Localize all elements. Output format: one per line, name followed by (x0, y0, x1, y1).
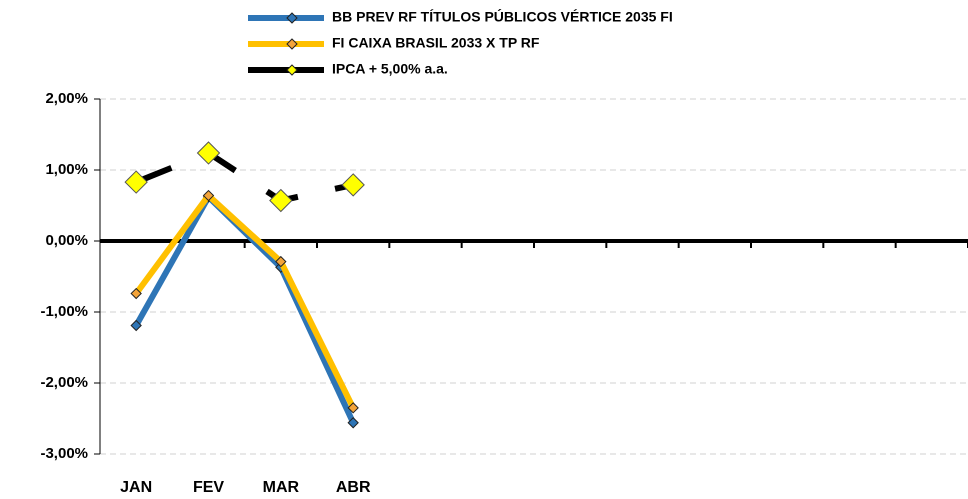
marker (130, 319, 142, 332)
marker (347, 402, 359, 414)
y-tick-label: 0,00% (45, 232, 88, 249)
legend-marker (286, 38, 298, 50)
marker (341, 173, 365, 197)
y-tick-label: 2,00% (45, 90, 88, 107)
y-tick-label: -3,00% (40, 445, 88, 462)
legend-label: IPCA + 5,00% a.a. (332, 61, 448, 77)
y-tick-label: 1,00% (45, 161, 88, 178)
legend-marker (286, 64, 298, 76)
series-line (133, 192, 356, 410)
x-tick-label: MAR (263, 479, 300, 496)
marker (130, 287, 142, 300)
marker (196, 141, 221, 165)
x-tick-label: ABR (336, 479, 371, 496)
series-line (135, 149, 354, 204)
y-tick-label: -2,00% (40, 374, 88, 391)
y-tick-label: -1,00% (40, 303, 88, 320)
marker (124, 170, 148, 194)
x-tick-label: JAN (120, 479, 152, 496)
marker (347, 417, 359, 429)
marker (202, 189, 215, 202)
legend-label: BB PREV RF TÍTULOS PÚBLICOS VÉRTICE 2035… (332, 8, 673, 25)
legend-marker (286, 12, 298, 24)
marker (269, 188, 293, 213)
x-tick-label: FEV (193, 479, 224, 496)
marker (275, 255, 287, 268)
legend-label: FI CAIXA BRASIL 2033 X TP RF (332, 35, 540, 51)
